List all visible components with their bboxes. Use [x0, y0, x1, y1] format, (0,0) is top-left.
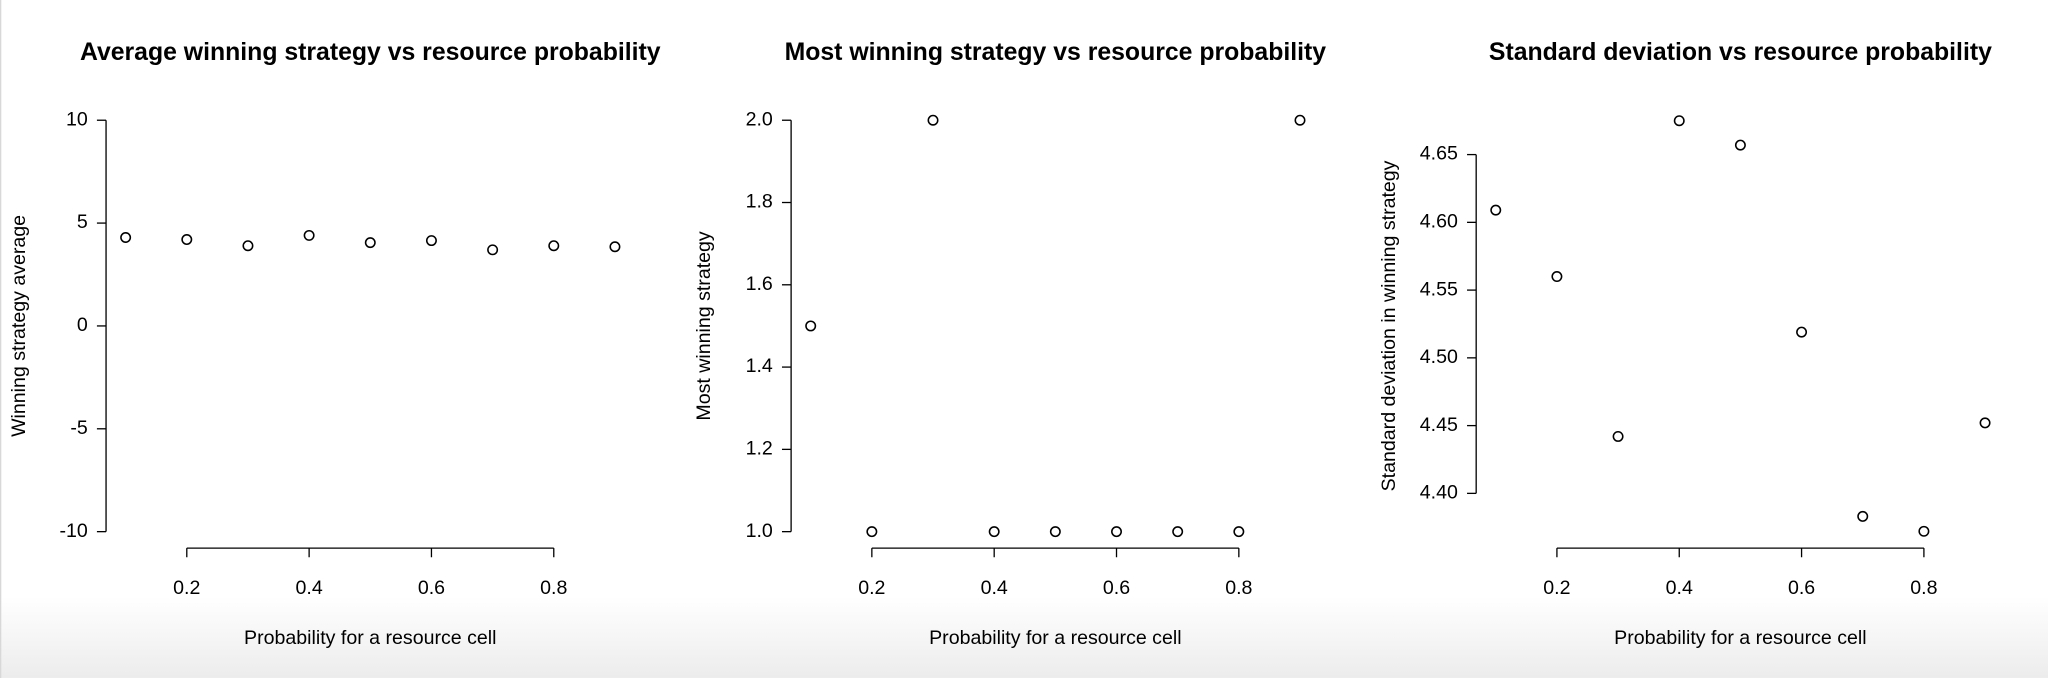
y-tick-label: 5: [77, 211, 88, 233]
point: [1049, 526, 1061, 538]
point: [609, 241, 621, 253]
y-tick-label: 4.50: [1420, 346, 1458, 368]
point: [1233, 526, 1245, 538]
y-tick-label: 1.0: [746, 520, 773, 542]
x-tick-label: 0.4: [981, 577, 1008, 599]
point: [181, 234, 193, 246]
point: [988, 526, 1000, 538]
point: [1551, 271, 1563, 283]
x-tick-label: 0.2: [173, 577, 200, 599]
y-tick-label: 1.2: [746, 438, 773, 460]
x-tick-label: 0.8: [1225, 577, 1252, 599]
point: [1796, 326, 1808, 338]
x-tick-label: 0.2: [858, 577, 885, 599]
y-tick-label: -10: [59, 520, 87, 542]
y-tick-label: 2.0: [746, 108, 773, 130]
point: [1673, 115, 1685, 127]
chart-title: Standard deviation vs resource probabili…: [1489, 39, 1992, 66]
y-tick-label: 10: [66, 108, 88, 130]
x-tick-label: 0.6: [1788, 577, 1815, 599]
chart-title: Average winning strategy vs resource pro…: [80, 39, 661, 66]
x-tick-label: 0.6: [418, 577, 445, 599]
point: [425, 235, 437, 247]
x-axis-label: Probability for a resource cell: [244, 627, 496, 649]
y-tick-label: 4.65: [1420, 143, 1458, 165]
point: [487, 244, 499, 256]
x-axis-label: Probability for a resource cell: [1614, 627, 1866, 649]
point: [805, 320, 817, 332]
point: [1734, 139, 1746, 151]
point: [927, 114, 939, 126]
point: [303, 229, 315, 241]
point: [1979, 417, 1991, 429]
point: [1857, 510, 1869, 522]
y-axis-label: Winning strategy average: [8, 215, 30, 437]
y-axis-label: Standard deviation in winning strategy: [1378, 160, 1400, 491]
point: [1612, 430, 1624, 442]
point: [1294, 114, 1306, 126]
y-tick-label: 4.45: [1420, 414, 1458, 436]
x-tick-label: 0.8: [540, 577, 567, 599]
y-tick-label: 4.55: [1420, 278, 1458, 300]
point: [242, 240, 254, 252]
y-tick-label: -5: [70, 417, 88, 439]
x-tick-label: 0.8: [1910, 577, 1937, 599]
point: [866, 526, 878, 538]
y-tick-label: 1.4: [746, 355, 773, 377]
point: [120, 231, 132, 243]
point: [548, 240, 560, 252]
x-tick-label: 0.6: [1103, 577, 1130, 599]
chart-title: Most winning strategy vs resource probab…: [785, 39, 1327, 66]
x-tick-label: 0.4: [1666, 577, 1693, 599]
y-tick-label: 4.40: [1420, 482, 1458, 504]
y-tick-label: 1.8: [746, 191, 773, 213]
y-axis-label: Most winning strategy: [693, 231, 715, 421]
point: [1490, 204, 1502, 216]
point: [1918, 525, 1930, 537]
x-tick-label: 0.2: [1543, 577, 1570, 599]
x-tick-label: 0.4: [296, 577, 323, 599]
point: [364, 237, 376, 249]
y-tick-label: 1.6: [746, 273, 773, 295]
point: [1111, 526, 1122, 538]
point: [1172, 526, 1184, 538]
y-tick-label: 0: [77, 314, 88, 336]
x-axis-label: Probability for a resource cell: [929, 627, 1181, 649]
y-tick-label: 4.60: [1420, 211, 1458, 233]
